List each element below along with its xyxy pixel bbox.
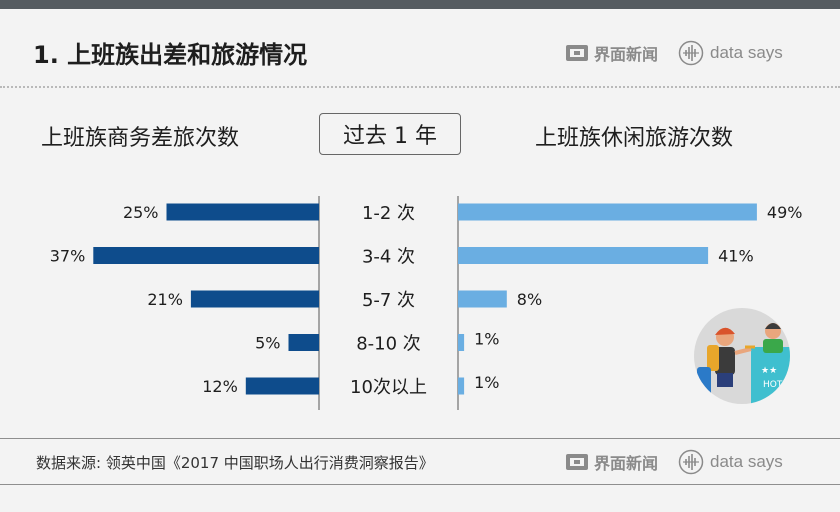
business-travel-value-label: 5% [255,334,280,353]
leisure-travel-bar [458,377,465,395]
business-travel-bar [166,203,319,221]
header-divider [0,86,840,88]
data-source: 数据来源: 领英中国《2017 中国职场人出行消费洞察报告》 [36,454,434,472]
leisure-travel-value-label: 49% [767,203,803,222]
datasays-logo-icon [678,40,704,66]
business-travel-bar [288,334,319,351]
business-travel-bar [93,247,319,264]
business-travel-value-label: 12% [202,377,238,396]
business-travel-bar [245,377,319,395]
brand-header: 界面新闻 data says [566,40,783,66]
datasays-logo-icon [678,449,704,475]
page-title: 1. 上班族出差和旅游情况 [33,41,308,69]
business-travel-value-label: 25% [123,203,159,222]
bottom-border [0,484,840,485]
leisure-travel-bar [458,247,709,264]
brand-footer: 界面新闻 data says [566,449,783,475]
brand-jiemian-text: 界面新闻 [594,45,659,64]
svg-text:HOT: HOT [763,380,783,390]
leisure-travel-bar [458,203,757,221]
right-series-title: 上班族休闲旅游次数 [535,126,734,151]
business-travel-value-label: 37% [50,247,86,266]
category-label: 3-4 次 [362,247,415,268]
left-series-title: 上班族商务差旅次数 [41,126,240,151]
butterfly-chart: 1-2 次 25% 49% 3-4 次 37% 41% 5-7 次 21% 8% 8-10 次 5%… [50,196,803,410]
business-travel-bar [190,290,319,308]
leisure-travel-value-label: 1% [474,373,499,392]
jiemian-logo-icon [566,45,588,61]
category-label: 5-7 次 [362,290,415,311]
jiemian-logo-icon [566,454,588,470]
brand-jiemian-text: 界面新闻 [594,454,659,473]
period-selector[interactable]: 过去 1 年 [319,113,461,155]
brand-datasays-text: data says [710,43,783,62]
leisure-travel-bar [458,334,465,351]
footer-divider [0,438,840,439]
category-label: 10次以上 [350,377,427,398]
top-bar [0,0,840,9]
business-travel-value-label: 21% [147,290,183,309]
svg-text:★★: ★★ [761,366,777,376]
leisure-travel-value-label: 8% [517,290,542,309]
travel-hotel-illustration: ★★ HOT [694,308,790,404]
brand-datasays-text: data says [710,452,783,471]
leisure-travel-value-label: 1% [474,330,499,349]
category-label: 1-2 次 [362,203,415,224]
leisure-travel-value-label: 41% [718,247,754,266]
leisure-travel-bar [458,290,507,308]
category-label: 8-10 次 [356,334,421,355]
